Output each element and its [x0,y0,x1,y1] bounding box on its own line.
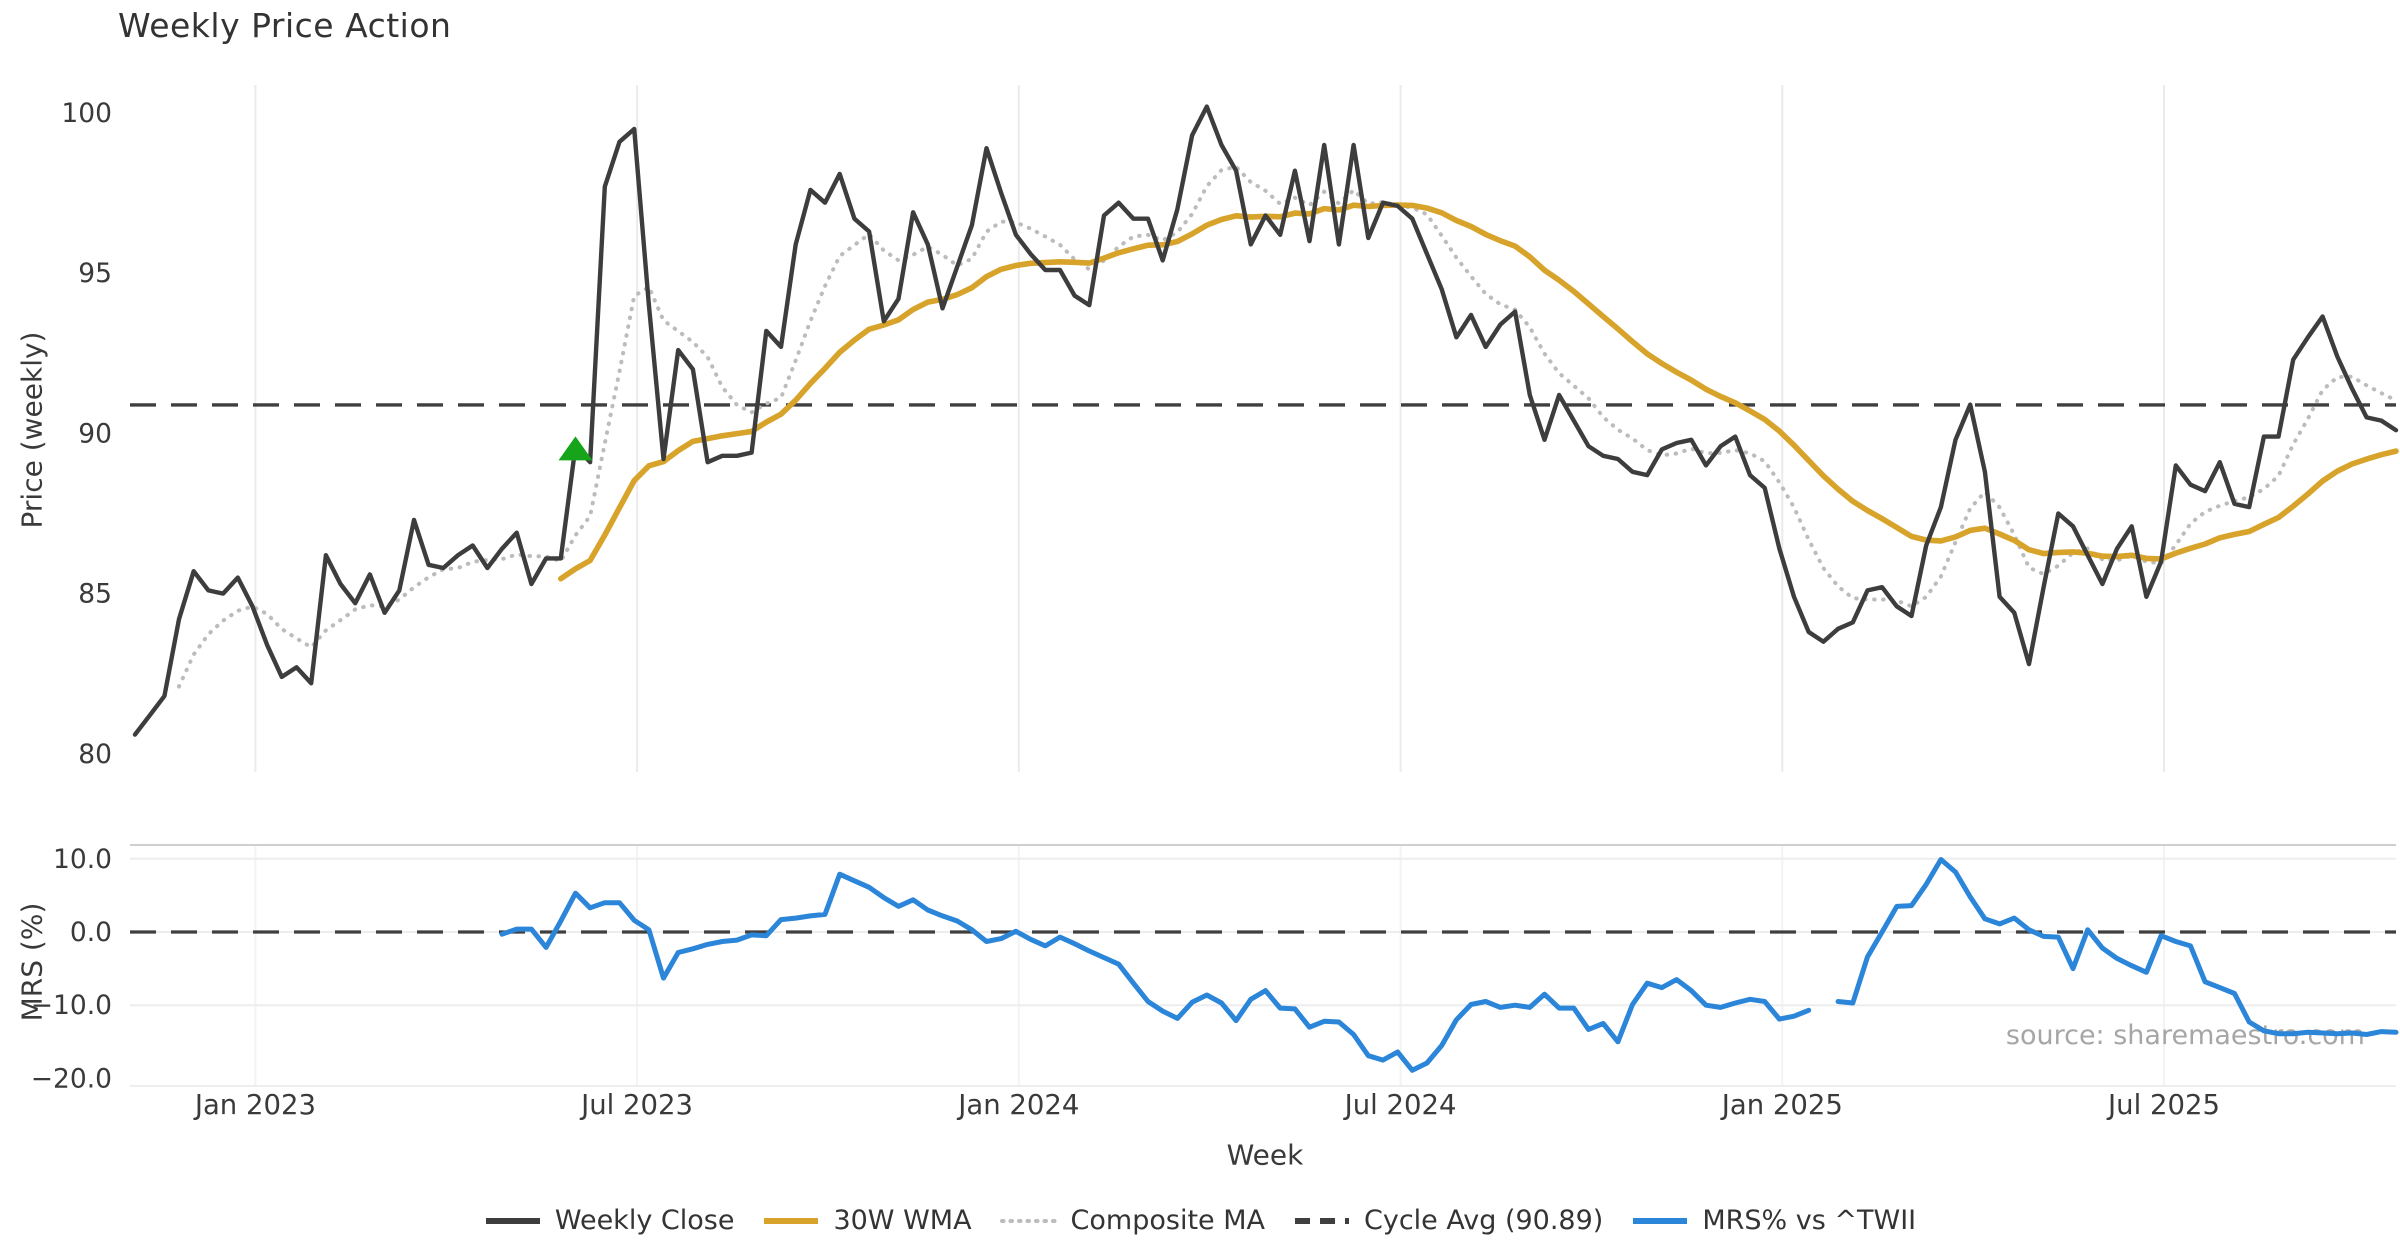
x-tick-label: Jan 2024 [956,1089,1079,1121]
mrs-ytick-label: 0.0 [70,917,112,948]
legend-item-mrs-vs-twii: MRS% vs ^TWII [1631,1205,1916,1236]
week-axis-label: Week [1226,1138,1304,1172]
legend-swatch-icon [764,1217,819,1224]
price-ytick-label: 90 [78,418,112,449]
source-note: source: sharemaestro.com [2006,1020,2365,1051]
legend-item-cycle-avg-90-89-: Cycle Avg (90.89) [1293,1205,1603,1236]
legend-label: MRS% vs ^TWII [1702,1205,1917,1236]
page-title: Weekly Price Action [118,6,452,45]
x-tick-label: Jan 2023 [193,1089,316,1121]
legend-label: 30W WMA [833,1205,972,1236]
x-tick-label: Jul 2023 [579,1089,693,1121]
mrs-line [499,857,2399,1073]
price-axis-label: Price (weekly) [15,331,49,529]
legend-item-30w-wma: 30W WMA [762,1205,972,1236]
mrs-axis-label: MRS (%) [15,902,49,1022]
price-ytick-label: 95 [78,258,112,289]
chart-legend: Weekly Close 30W WMA Composite MA Cycle … [0,1205,2400,1236]
price-ytick-label: 80 [78,739,112,770]
mrs-ytick-label: 10.0 [53,844,112,875]
x-tick-label: Jan 2025 [1720,1089,1843,1121]
legend-swatch-icon [485,1217,540,1224]
legend-item-composite-ma: Composite MA [999,1205,1265,1236]
legend-label: Cycle Avg (90.89) [1364,1205,1604,1236]
x-tick-label: Jul 2025 [2106,1089,2220,1121]
legend-swatch-icon [1295,1217,1349,1224]
legend-swatch-icon [999,1218,1058,1223]
weekly-close-line [132,104,2399,737]
wma-30w-line [558,202,2399,582]
mrs-ytick-label: −20.0 [31,1063,112,1094]
legend-item-weekly-close: Weekly Close [484,1205,735,1236]
mrs-ytick-label: −10.0 [31,990,112,1021]
legend-swatch-icon [1633,1217,1688,1224]
buy-signal-triangle-icon [558,436,593,461]
legend-label: Composite MA [1070,1205,1265,1236]
price-ytick-label: 85 [78,579,112,610]
composite-ma-line [177,164,2398,689]
legend-label: Weekly Close [554,1205,735,1236]
x-tick-label: Jul 2024 [1343,1089,1457,1121]
price-ytick-label: 100 [61,98,112,129]
